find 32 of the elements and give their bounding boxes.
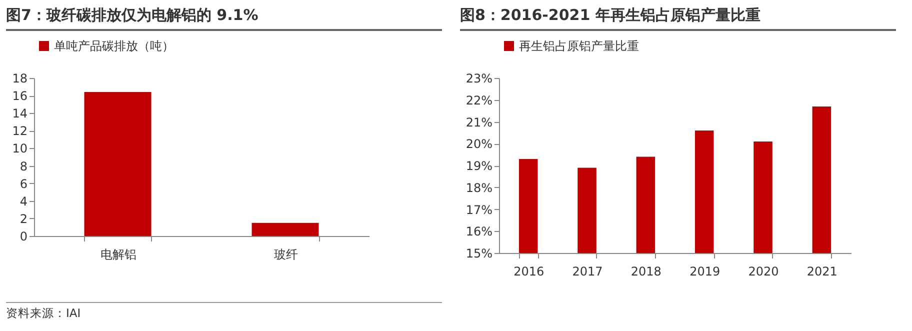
x-tick-label: 2019	[690, 264, 720, 278]
chart-title: 图7：玻纤碳排放仅为电解铝的 9.1%	[6, 4, 442, 31]
x-tick-label: 2020	[748, 264, 779, 278]
x-tick-label: 2018	[630, 264, 662, 278]
y-tick-label: 17%	[466, 202, 492, 217]
y-tick-label: 6	[20, 176, 28, 191]
y-tick-label: 19%	[466, 159, 492, 173]
y-tick-label: 10	[12, 142, 28, 156]
y-tick-label: 12	[12, 124, 28, 138]
y-tick-label: 16	[12, 89, 28, 104]
legend-label: 单吨产品碳排放（吨）	[54, 39, 174, 53]
x-tick-label: 2017	[572, 264, 603, 278]
y-tick-label: 2	[20, 212, 28, 226]
x-tick-label: 玻纤	[274, 248, 298, 262]
legend-label: 再生铝占原铝产量比重	[519, 39, 639, 53]
y-tick-label: 22%	[466, 93, 492, 108]
y-tick-label: 15%	[466, 246, 492, 260]
y-tick-label: 21%	[466, 115, 492, 130]
x-tick-label: 2016	[514, 264, 544, 278]
x-tick-label: 2021	[806, 264, 838, 278]
y-tick-label: 18%	[466, 180, 492, 195]
chart-title: 图8：2016-2021 年再生铝占原铝产量比重	[460, 4, 896, 31]
text: 资料来源：IAI	[6, 302, 442, 321]
y-tick-label: 23%	[466, 72, 492, 86]
y-tick-label: 0	[20, 230, 28, 244]
y-tick-label: 14	[12, 106, 28, 121]
y-tick-label: 18	[12, 72, 28, 86]
y-tick-label: 16%	[466, 224, 492, 239]
y-tick-label: 20%	[466, 137, 492, 152]
y-tick-label: 8	[20, 159, 28, 174]
x-tick-label: 电解铝	[100, 248, 136, 262]
y-tick-label: 4	[20, 194, 28, 208]
